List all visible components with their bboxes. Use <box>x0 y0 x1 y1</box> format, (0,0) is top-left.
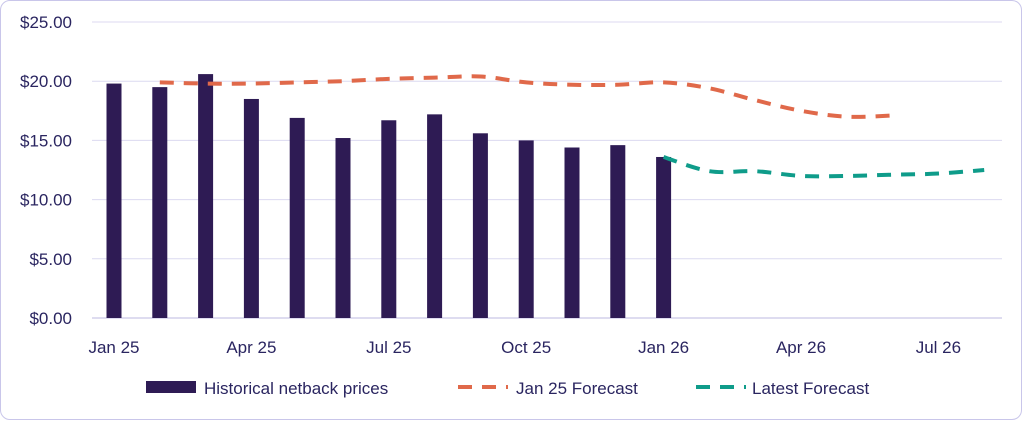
y-tick-label: $25.00 <box>20 13 72 32</box>
legend: Historical netback prices Jan 25 Forecas… <box>146 379 869 398</box>
legend-label-jan25-forecast: Jan 25 Forecast <box>516 379 638 398</box>
x-tick-label: Jan 26 <box>638 338 689 357</box>
legend-label-historical: Historical netback prices <box>204 379 388 398</box>
bar <box>152 87 168 319</box>
bar <box>289 117 305 319</box>
x-tick-label: Apr 26 <box>776 338 826 357</box>
bar <box>106 83 122 319</box>
bar <box>381 120 397 318</box>
bars-historical <box>106 74 672 319</box>
forecast-lines <box>159 74 985 179</box>
y-tick-label: $10.00 <box>20 191 72 210</box>
legend-item-historical: Historical netback prices <box>146 379 388 398</box>
legend-item-jan25-forecast: Jan 25 Forecast <box>458 379 638 398</box>
line-jan25-forecast <box>159 74 893 119</box>
bar <box>472 133 488 318</box>
x-tick-label: Jul 26 <box>916 338 961 357</box>
y-tick-label: $15.00 <box>20 131 72 150</box>
x-tick-label: Oct 25 <box>501 338 551 357</box>
legend-item-latest-forecast: Latest Forecast <box>696 379 869 398</box>
bar <box>427 114 443 319</box>
bar <box>564 147 580 318</box>
x-tick-label: Jul 25 <box>366 338 411 357</box>
bar <box>518 140 534 318</box>
gridlines <box>92 21 1002 319</box>
y-tick-label: $20.00 <box>20 72 72 91</box>
bar <box>198 74 214 318</box>
bar <box>335 138 351 318</box>
bar <box>243 98 259 319</box>
bar <box>656 156 672 318</box>
y-axis: $0.00 $5.00 $10.00 $15.00 $20.00 $25.00 <box>20 13 72 328</box>
x-tick-label: Apr 25 <box>226 338 276 357</box>
x-tick-label: Jan 25 <box>88 338 139 357</box>
legend-swatch-historical <box>146 381 196 393</box>
legend-label-latest-forecast: Latest Forecast <box>752 379 869 398</box>
y-tick-label: $0.00 <box>29 309 72 328</box>
bar <box>610 145 626 318</box>
line-latest-forecast <box>662 155 985 179</box>
y-tick-label: $5.00 <box>29 250 72 269</box>
x-axis: Jan 25 Apr 25 Jul 25 Oct 25 Jan 26 Apr 26 Jul … <box>88 338 961 357</box>
